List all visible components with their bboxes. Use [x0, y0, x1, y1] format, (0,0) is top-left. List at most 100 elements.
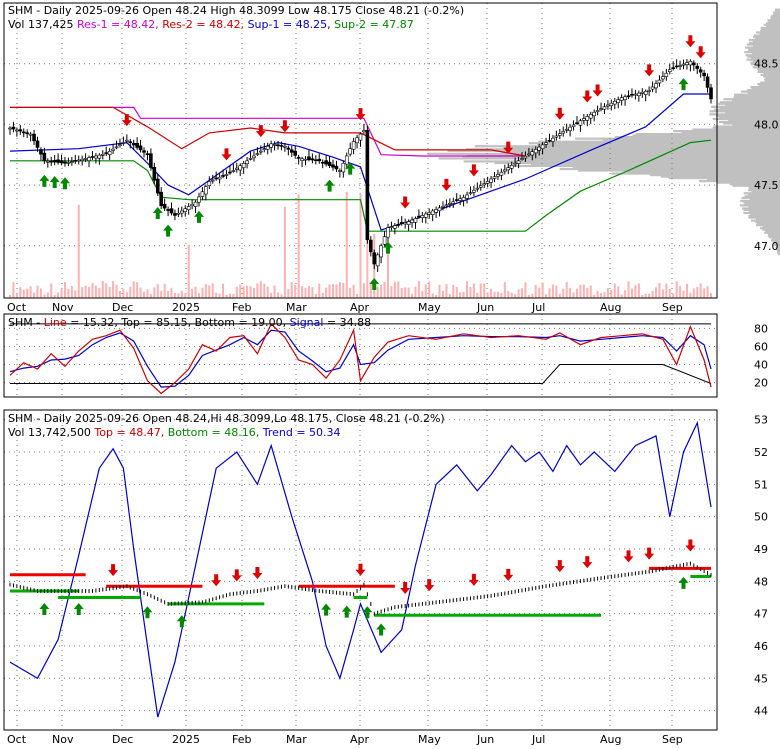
candle-body: [592, 111, 596, 117]
price-y-tick-3: 47.0: [754, 240, 779, 253]
trend-header-2-part-1: Top = 48.47,: [91, 426, 164, 439]
volume-bar: [173, 293, 176, 298]
volume-profile-bar: [698, 180, 780, 183]
trend-sell-arrow: [400, 581, 411, 594]
volume-bar: [180, 290, 183, 298]
volume-profile-bar: [773, 13, 780, 16]
trend-sell-arrow: [623, 550, 634, 563]
trend-x-label-5: Mar: [286, 733, 307, 745]
candle-body: [300, 158, 304, 161]
trend-sell-arrow: [644, 547, 655, 560]
volume-bar: [593, 294, 596, 298]
candle-body: [434, 209, 438, 213]
candle-body: [399, 222, 404, 224]
volume-profile-bar: [744, 46, 780, 49]
candle-body: [568, 126, 572, 132]
trend-buy-arrow: [39, 603, 50, 616]
volume-bar: [194, 286, 197, 298]
volume-bar: [565, 282, 568, 298]
trend-header-2-part-0: Vol 13,742,500: [8, 426, 91, 439]
candle-body: [8, 127, 12, 130]
volume-bar: [445, 283, 448, 298]
volume-bar: [575, 288, 578, 298]
volume-bar: [490, 288, 493, 298]
volume-profile-bar: [765, 76, 780, 80]
candle-body: [623, 96, 627, 100]
sell-arrow: [554, 107, 565, 120]
volume-bar: [703, 288, 706, 298]
volume-profile-bar: [759, 227, 780, 230]
candle-body: [59, 160, 64, 164]
candle-body: [327, 161, 332, 166]
volume-bar: [362, 283, 365, 298]
volume-profile-bar: [771, 14, 780, 17]
candle-body: [217, 176, 222, 180]
price-header-1: SHM - Daily 2025-09-26 Open 48.24 High 4…: [8, 4, 464, 17]
volume-bar: [84, 285, 87, 298]
volume-profile-bar: [725, 104, 780, 107]
trend-x-label-10: Aug: [600, 733, 621, 745]
volume-profile-bar: [681, 131, 780, 134]
volume-bar: [521, 288, 524, 298]
candle-body: [149, 153, 153, 168]
volume-bar: [129, 286, 132, 298]
volume-bar: [414, 286, 417, 298]
volume-profile-bar: [762, 225, 780, 228]
sell-arrow: [121, 114, 132, 127]
trend-x-label-0: Oct: [7, 733, 27, 745]
volume-bar: [620, 294, 623, 298]
volume-bar: [630, 288, 633, 298]
candle-body: [214, 177, 218, 180]
volume-bar: [294, 284, 297, 298]
volume-profile-bar: [743, 211, 780, 215]
volume-bar: [634, 285, 637, 298]
trend-header-1-part-0: SHM - Daily 2025-09-26 Open 48.24,Hi 48.…: [8, 412, 445, 425]
volume-profile-bar: [775, 246, 780, 250]
volume-bar: [222, 283, 225, 298]
sell-arrow: [695, 46, 706, 59]
price-x-label-8: Jun: [476, 301, 494, 314]
candle-body: [183, 208, 188, 212]
price-header-2-part-3: Sup-1 = 48.25,: [244, 18, 331, 31]
volume-profile-bar: [719, 107, 780, 110]
candle-body: [76, 159, 81, 162]
volume-bar: [665, 283, 668, 298]
volume-bar: [524, 282, 527, 298]
candle-body: [289, 149, 294, 153]
candle-body: [152, 166, 157, 181]
volume-bar: [397, 281, 400, 298]
stoch-bottom-line: [10, 364, 712, 384]
volume-bar: [208, 285, 211, 298]
trend-buy-arrow: [176, 615, 187, 628]
candle-body: [28, 133, 33, 136]
price-x-label-1: Nov: [52, 301, 74, 314]
price-x-label-6: Apr: [350, 301, 370, 314]
volume-bar: [589, 285, 592, 298]
volume-bar: [493, 291, 496, 298]
volume-profile-bar: [767, 234, 780, 237]
volume-profile-bar: [465, 148, 780, 151]
volume-profile-bar: [760, 81, 780, 84]
volume-profile-bar: [744, 51, 780, 54]
volume-bar: [462, 291, 465, 298]
volume-profile-bar: [740, 199, 780, 202]
volume-bar: [641, 294, 644, 298]
trend-buy-arrow: [376, 623, 387, 636]
volume-bar: [466, 281, 469, 298]
volume-bar: [359, 193, 362, 298]
volume-bar: [551, 284, 554, 298]
volume-profile-bar: [741, 196, 780, 199]
volume-profile-bar: [748, 38, 780, 42]
volume-bar: [579, 284, 582, 298]
price-x-label-5: Mar: [286, 301, 307, 314]
candle-body: [272, 144, 277, 146]
trend-y-tick-3: 50: [754, 511, 768, 524]
volume-bar: [661, 289, 664, 298]
candle-body: [180, 210, 184, 214]
price-header-1-part-0: SHM - Daily 2025-09-26 Open 48.24 High 4…: [8, 4, 464, 17]
volume-profile-bar: [751, 57, 780, 60]
stoch-header-part-0: SHM -: [8, 316, 44, 329]
volume-bar: [421, 291, 424, 298]
stoch-header-part-4: = 34.88: [323, 316, 371, 329]
volume-bar: [545, 294, 548, 298]
